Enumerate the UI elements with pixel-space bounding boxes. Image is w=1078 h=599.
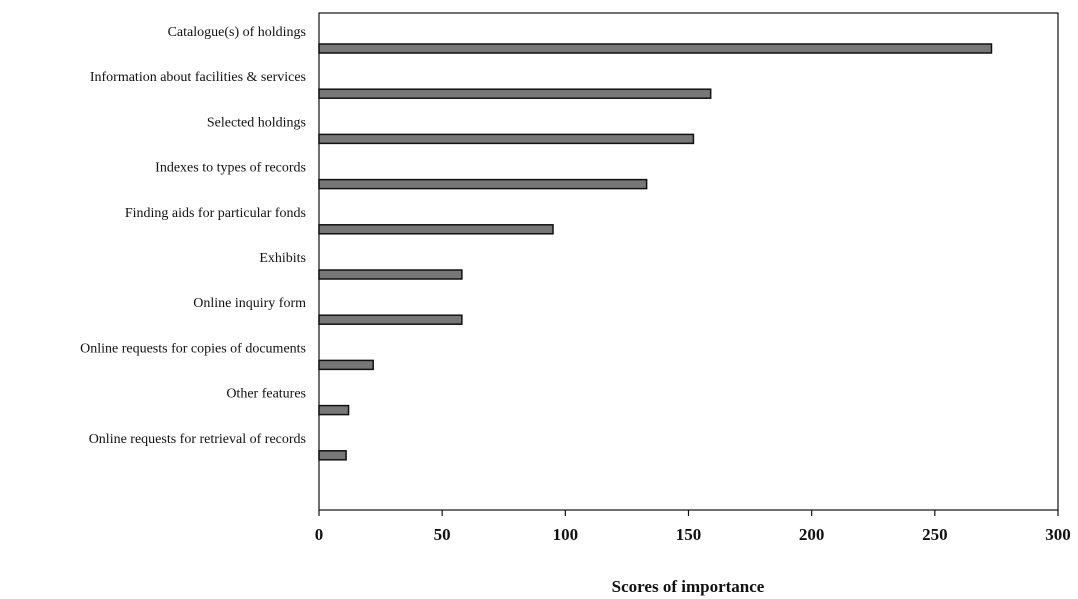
bar (318, 359, 374, 371)
bar (318, 224, 554, 235)
x-axis-title: Scores of importance (612, 577, 765, 596)
category-label: Online inquiry form (193, 296, 306, 311)
bar (318, 43, 993, 54)
bar (318, 178, 648, 190)
x-tick-label: 300 (1045, 525, 1071, 544)
category-label: Catalogue(s) of holdings (168, 25, 306, 40)
bars-layer (318, 43, 993, 461)
x-tick-label: 100 (553, 525, 579, 544)
bar (318, 314, 463, 325)
x-tick-label: 150 (676, 525, 702, 544)
bar (318, 450, 347, 461)
category-label: Other features (226, 387, 306, 402)
bar (318, 88, 712, 99)
x-tick-label: 50 (434, 525, 451, 544)
bar (318, 404, 350, 416)
category-label: Online requests for copies of documents (80, 341, 306, 356)
category-label: Information about facilities & services (90, 70, 306, 85)
category-labels: Catalogue(s) of holdings Information abou… (80, 25, 306, 447)
category-label: Indexes to types of records (155, 161, 306, 176)
x-tick-label: 0 (315, 525, 324, 544)
x-axis-ticks: 0 50 100 150 200 250 300 (315, 510, 1071, 544)
category-label: Exhibits (259, 251, 306, 266)
bar (318, 133, 695, 145)
bar (318, 269, 463, 280)
category-label: Online requests for retrieval of records (89, 432, 306, 447)
plot-frame (318, 12, 1059, 511)
x-tick-label: 200 (799, 525, 825, 544)
category-label: Selected holdings (207, 115, 306, 130)
x-tick-label: 250 (922, 525, 948, 544)
category-label: Finding aids for particular fonds (125, 206, 306, 221)
